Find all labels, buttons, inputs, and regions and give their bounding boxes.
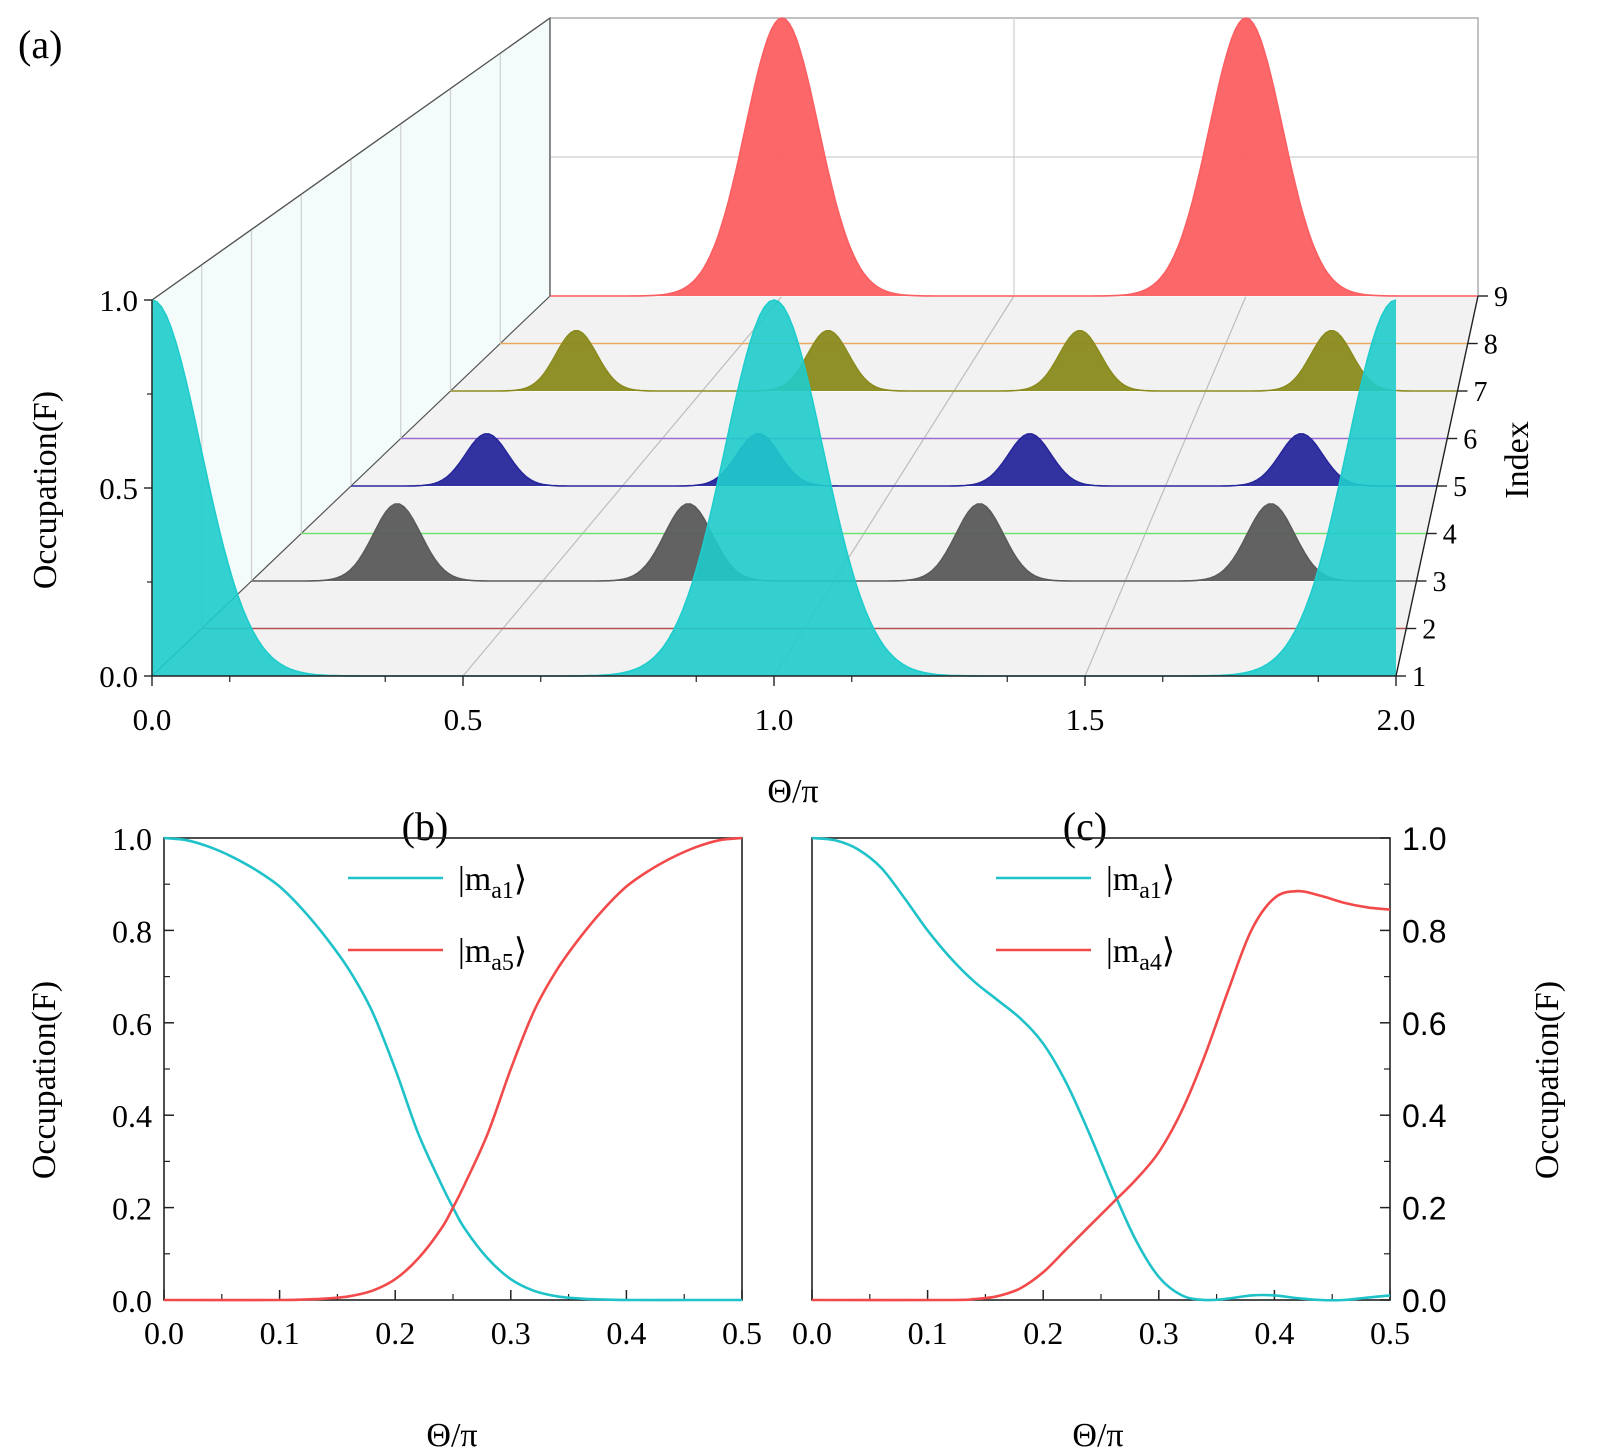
panel-c-x-tick-label: 0.3: [1139, 1315, 1179, 1351]
panel-a-series-index-1-area: [152, 300, 1396, 676]
panel-b-y-tick-label: 0.2: [112, 1191, 152, 1227]
panel-c-x-axis-title: Θ/π: [1072, 1417, 1123, 1454]
panel-c-legend-label-a4: |ma4⟩: [1106, 933, 1175, 976]
panel-c-x-tick-label: 0.5: [1370, 1315, 1410, 1351]
panel-b-x-tick-label: 0.0: [144, 1315, 184, 1351]
panel-b-x-tick-label: 0.1: [260, 1315, 300, 1351]
panel-b-label: (b): [402, 804, 449, 849]
panel-c-legend-label-a1: |ma1⟩: [1106, 861, 1175, 904]
panel-c-y-tick-label: 0.0: [1402, 1283, 1446, 1319]
panel-c-line-chart: (c) 0.0 0.2 0.4 0.6 0.8 1.0 0.0 0.1 0.2 0.3 0.4 0.5…: [792, 804, 1566, 1454]
panel-a-series-index-7-area: [450, 330, 1458, 391]
panel-a-x-tick-label: 0.0: [133, 702, 172, 737]
panel-a-top-edge: [151, 17, 551, 301]
panel-b-x-axis-title: Θ/π: [426, 1417, 477, 1454]
panel-a-y-tick-label: 0.0: [99, 659, 138, 694]
panel-b-x-tick-label: 0.4: [606, 1315, 646, 1351]
panel-a-index-tick-label: 2: [1422, 615, 1436, 646]
panel-b-y-tick-label: 0.4: [112, 1098, 152, 1134]
panel-a-x-axis-title: Θ/π: [767, 773, 818, 810]
panel-c-series-a1-line: [811, 836, 1391, 1302]
panel-a-index-tick-label: 6: [1463, 425, 1477, 456]
panel-b-x-tick-label: 0.3: [491, 1315, 531, 1351]
panel-a-series-index-9-area: [550, 18, 1478, 296]
panel-a-series-index-9-line: [550, 17, 1478, 297]
panel-c-y-tick-label: 0.2: [1402, 1191, 1446, 1227]
panel-c-y-tick-label: 0.6: [1402, 1006, 1446, 1042]
panel-b-x-tick-label: 0.2: [375, 1315, 415, 1351]
panel-b-legend-label-a5: |ma5⟩: [458, 933, 527, 976]
panel-c-y-axis-title: Occupation(F): [1529, 981, 1566, 1179]
panel-b-y-axis-title: Occupation(F): [26, 981, 63, 1179]
panel-b-legend-label-a1: |ma1⟩: [458, 861, 527, 904]
panel-a-x-tick-label: 1.0: [755, 702, 794, 737]
panel-a-index-tick-label: 3: [1433, 567, 1447, 598]
panel-a-y-tick-label: 1.0: [99, 283, 138, 318]
panel-a-series-index-3-area: [251, 504, 1417, 581]
panel-a-label: (a): [18, 22, 62, 67]
panel-a-y-axis-title: Occupation(F): [27, 391, 64, 589]
panel-a-index-axis-title: Index: [1499, 421, 1536, 498]
panel-b-series-a1-line: [163, 836, 742, 1302]
panel-a-index-tick-label: 7: [1474, 377, 1488, 408]
panel-c-label: (c): [1063, 804, 1107, 849]
panel-c-x-tick-label: 0.2: [1023, 1315, 1063, 1351]
panel-b-y-tick-label: 1.0: [112, 821, 152, 857]
panel-a-waterfall-chart: (a) 0.0 0.5 1.0 0.0 0.5 1.0 1.5 2.0 1 2 3 4 5 6 7 8 9 Oc…: [18, 16, 1536, 810]
panel-b-y-tick-label: 0.6: [112, 1006, 152, 1042]
panel-a-index-tick-label: 5: [1453, 472, 1467, 503]
panel-a-x-tick-label: 2.0: [1377, 702, 1416, 737]
panel-a-x-tick-label: 1.5: [1066, 702, 1105, 737]
panel-a-series-index-7-line: [450, 329, 1458, 392]
panel-a-series-index-5-area: [351, 433, 1437, 486]
panel-c-series-a4-line: [811, 889, 1391, 1302]
panel-c-x-tick-label: 0.0: [792, 1315, 832, 1351]
panel-a-index-tick-label: 4: [1443, 520, 1457, 551]
panel-c-x-tick-label: 0.1: [908, 1315, 948, 1351]
panel-c-y-tick-label: 0.8: [1402, 913, 1446, 949]
panel-b-line-chart: (b) 0.0 0.2 0.4 0.6 0.8 1.0 0.0 0.1 0.2 0.3 0.4 0.5…: [26, 804, 762, 1454]
panel-c-x-tick-label: 0.4: [1254, 1315, 1294, 1351]
panel-a-x-tick-label: 0.5: [444, 702, 483, 737]
panel-a-index-tick-label: 9: [1494, 282, 1508, 313]
panel-a-series-index-5-line: [351, 433, 1437, 487]
panel-c-y-tick-label: 1.0: [1402, 821, 1446, 857]
panel-b-y-tick-label: 0.0: [112, 1283, 152, 1319]
panel-b-y-tick-label: 0.8: [112, 913, 152, 949]
panel-a-index-tick-label: 1: [1412, 662, 1426, 693]
panel-c-y-tick-label: 0.4: [1402, 1098, 1446, 1134]
panel-a-index-tick-label: 8: [1484, 330, 1498, 361]
panel-b-series-a5-line: [163, 836, 743, 1302]
panel-a-y-tick-label: 0.5: [99, 471, 138, 506]
panel-b-x-tick-label: 0.5: [722, 1315, 762, 1351]
